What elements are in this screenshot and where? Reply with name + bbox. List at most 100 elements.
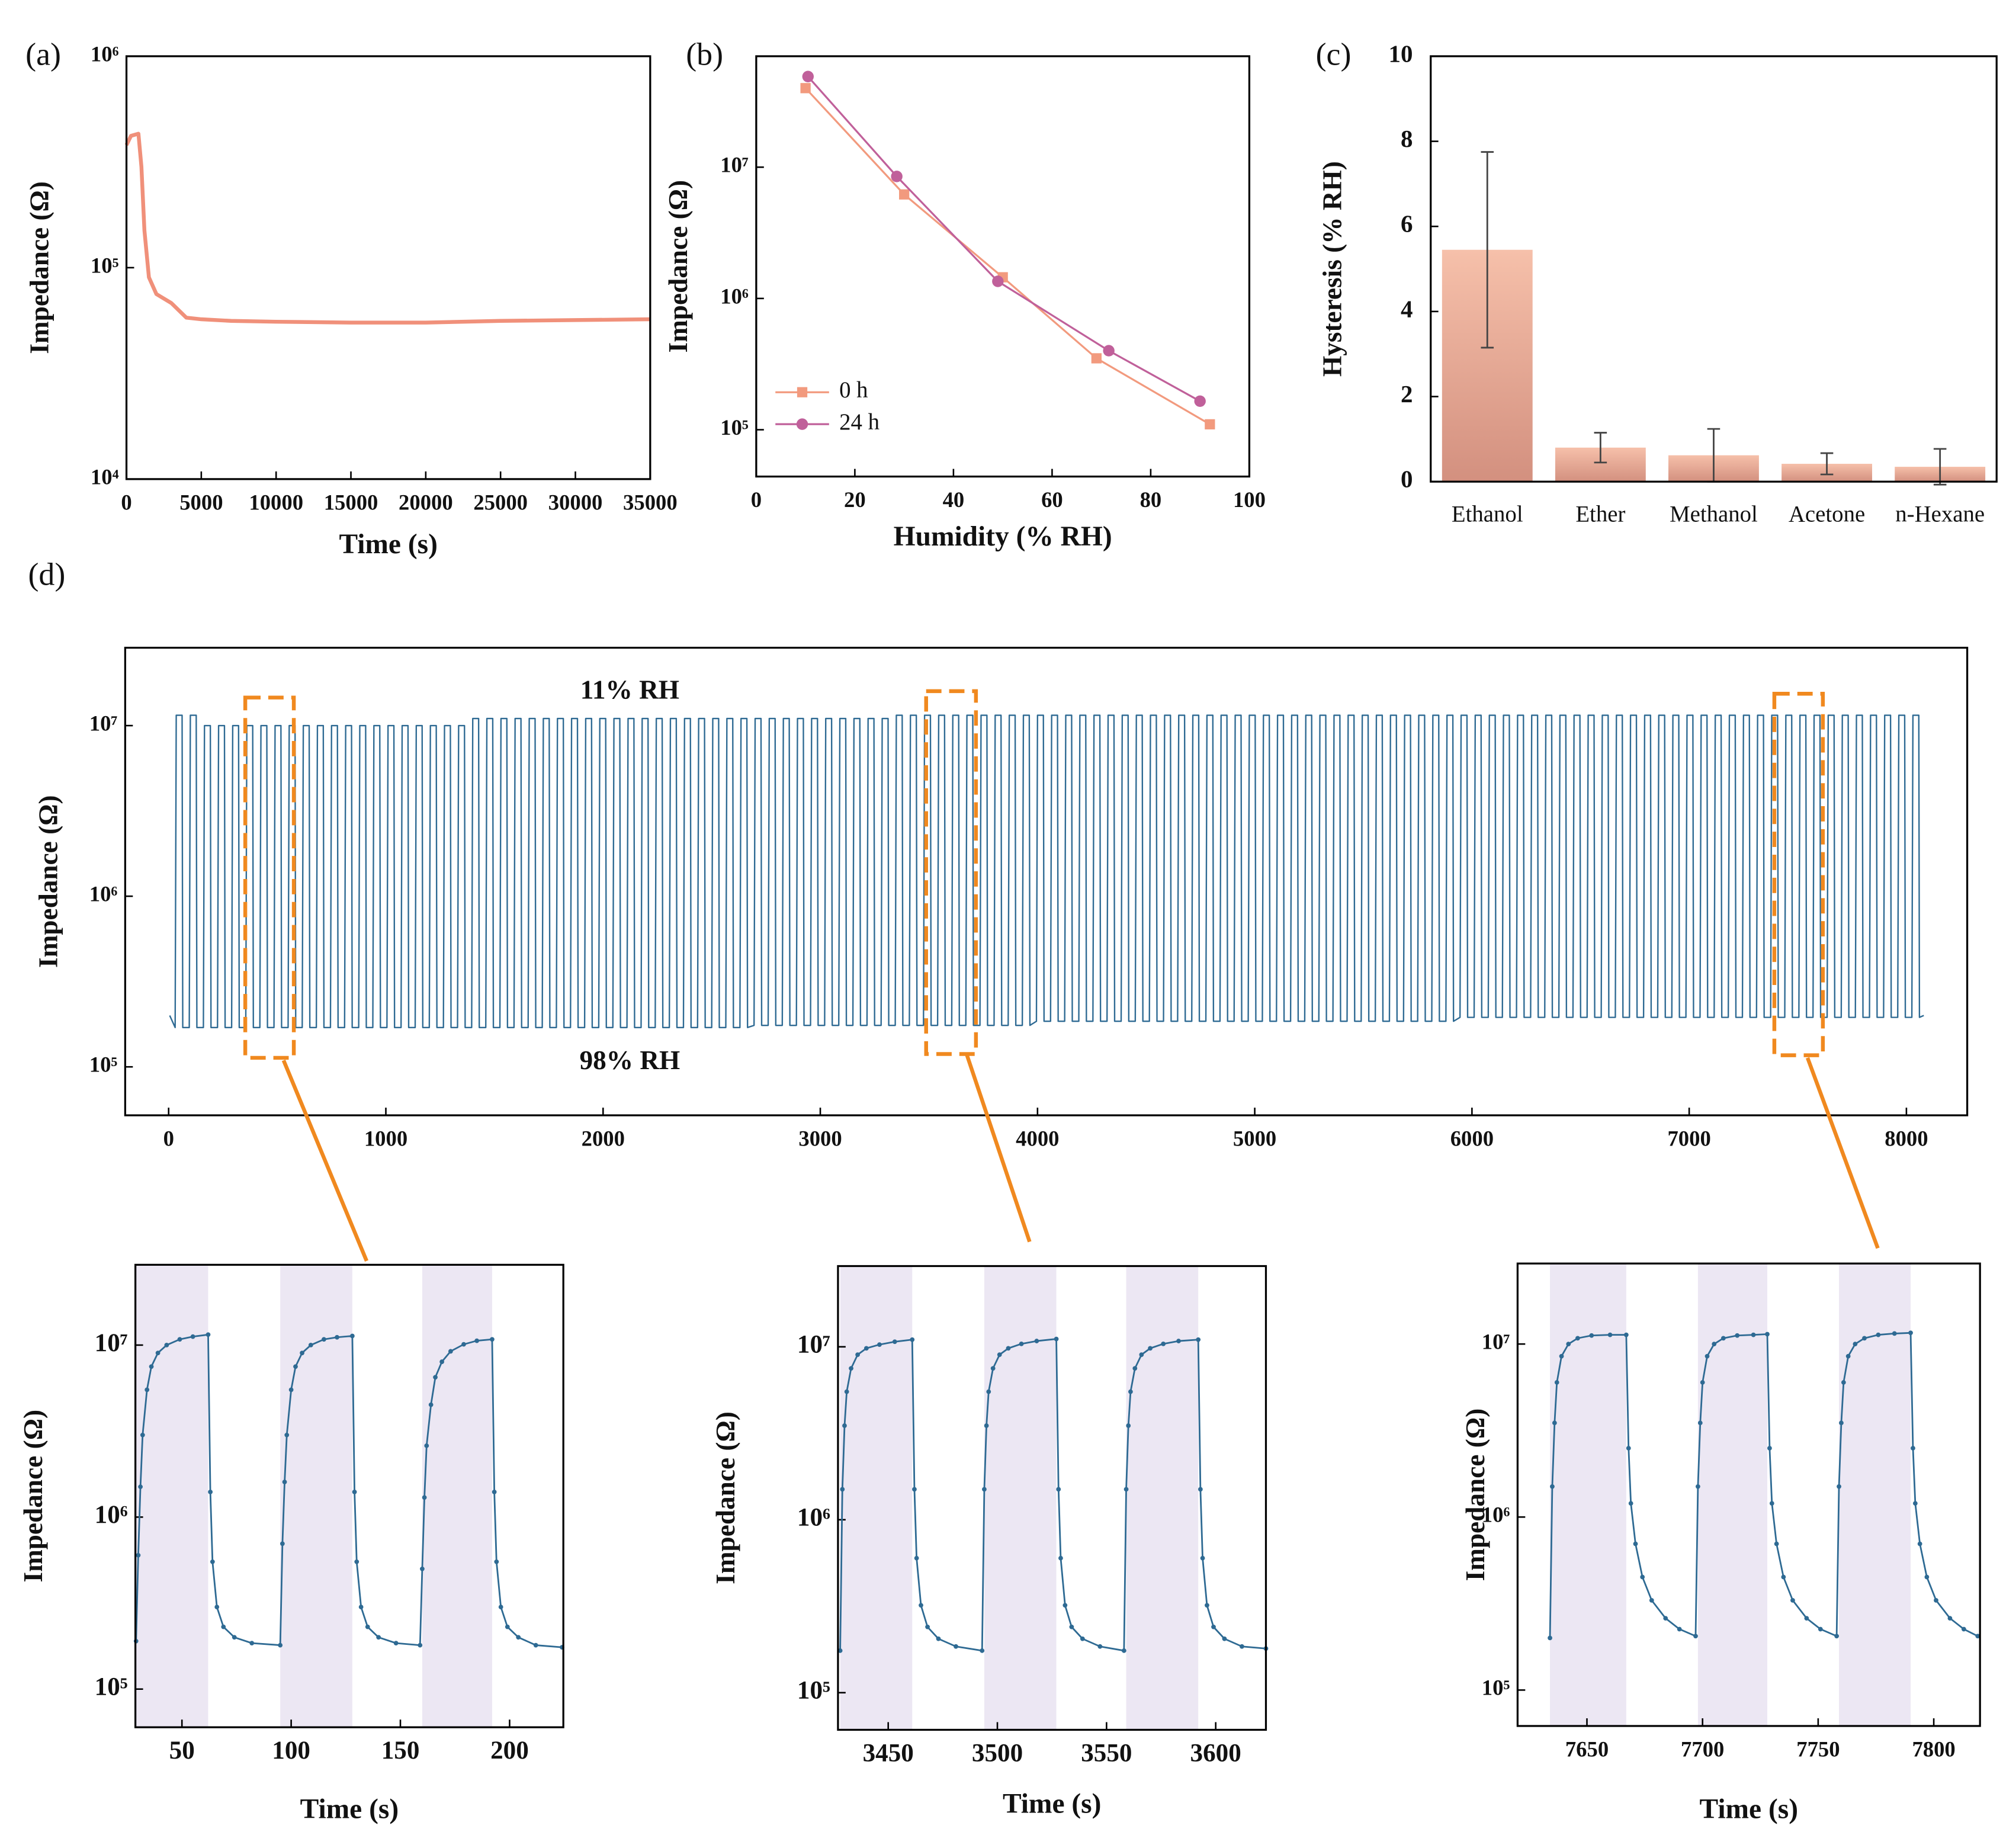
data-point — [1205, 1603, 1209, 1608]
x-tick-label: 50 — [169, 1737, 195, 1764]
data-point — [1818, 1626, 1823, 1632]
shaded-region — [422, 1265, 492, 1728]
data-point — [1705, 1353, 1710, 1359]
y-tick-label: 10⁶ — [720, 284, 749, 308]
data-point — [864, 1346, 869, 1351]
x-tick-label: 0 — [163, 1127, 174, 1151]
y-tick-label: 0 — [1401, 466, 1413, 493]
data-point — [1063, 1603, 1068, 1608]
shaded-region — [136, 1265, 208, 1728]
y-axis-label: Impedance (Ω) — [711, 1411, 740, 1584]
data-point — [844, 1389, 849, 1394]
data-point — [1853, 1342, 1858, 1347]
data-point — [149, 1364, 154, 1369]
data-point — [424, 1443, 429, 1448]
data-line — [124, 131, 650, 325]
y-tick-label: 10⁶ — [797, 1504, 830, 1532]
data-point — [1128, 1389, 1133, 1394]
x-tick-label: 7750 — [1796, 1737, 1840, 1762]
y-tick-label: 2 — [1401, 380, 1413, 408]
data-point — [1132, 1366, 1138, 1371]
data-point — [136, 1552, 141, 1558]
data-point — [984, 1423, 989, 1428]
legend-marker — [796, 418, 808, 430]
data-point — [1103, 345, 1115, 357]
y-tick-label: 10⁷ — [1482, 1330, 1510, 1354]
x-tick-label: 40 — [943, 487, 965, 512]
data-point — [1924, 1574, 1930, 1580]
data-point — [1626, 1446, 1631, 1451]
y-axis-label: Hysteresis (% RH) — [1317, 161, 1347, 377]
data-point — [428, 1402, 434, 1407]
y-tick-label: 10⁵ — [95, 1673, 128, 1701]
data-point — [1559, 1353, 1564, 1359]
data-point — [1765, 1332, 1770, 1337]
data-point — [1876, 1332, 1881, 1337]
panel-label: (b) — [686, 36, 723, 72]
y-tick-label: 10⁵ — [1482, 1676, 1510, 1700]
data-point — [420, 1566, 425, 1571]
y-tick-label: 10⁴ — [91, 464, 119, 489]
data-point — [505, 1624, 510, 1629]
data-point — [840, 1487, 845, 1492]
y-axis-label: Impedance (Ω) — [25, 181, 54, 354]
data-point — [990, 1366, 996, 1371]
x-tick-label: 3500 — [972, 1739, 1023, 1767]
x-tick-label: 4000 — [1016, 1127, 1059, 1151]
data-point — [177, 1337, 182, 1342]
data-point — [533, 1642, 538, 1648]
data-point — [1693, 1634, 1698, 1639]
data-point — [910, 1337, 915, 1342]
data-point — [1767, 1446, 1772, 1451]
y-tick-label: 10⁵ — [91, 253, 119, 277]
x-tick-label: 200 — [490, 1737, 529, 1764]
data-point — [1640, 1574, 1645, 1580]
x-tick-label: 3600 — [1190, 1739, 1241, 1767]
data-point — [433, 1375, 438, 1380]
data-point — [1912, 1501, 1918, 1506]
y-tick-label: 10⁶ — [1482, 1503, 1510, 1527]
data-point — [221, 1624, 226, 1629]
data-point — [1696, 1484, 1700, 1489]
data-point — [837, 1648, 843, 1653]
data-point — [278, 1642, 283, 1648]
data-point — [138, 1484, 143, 1490]
plot-frame — [134, 1263, 564, 1728]
data-point — [1790, 1598, 1795, 1603]
data-point — [155, 1350, 161, 1356]
y-tick-label: 10⁶ — [95, 1501, 128, 1529]
x-tick-label: 100 — [1233, 487, 1266, 512]
data-point — [997, 1352, 1002, 1358]
data-point — [1198, 1487, 1203, 1492]
data-point — [293, 1364, 298, 1369]
y-tick-label: 4 — [1401, 295, 1413, 322]
data-point — [308, 1343, 313, 1348]
data-point — [1934, 1598, 1938, 1603]
data-line — [169, 714, 1924, 1028]
data-point — [1712, 1342, 1717, 1347]
data-point — [498, 1605, 503, 1610]
data-point — [1554, 1380, 1559, 1385]
panel-label: (a) — [25, 36, 61, 72]
data-point — [1575, 1336, 1580, 1341]
panel-label: (c) — [1316, 36, 1352, 72]
shaded-region — [984, 1266, 1057, 1730]
data-point — [1566, 1342, 1571, 1347]
data-point — [358, 1605, 364, 1610]
data-point — [912, 1487, 917, 1492]
x-tick-label: 60 — [1041, 487, 1063, 512]
data-point — [490, 1337, 495, 1342]
data-point — [1058, 1555, 1063, 1561]
data-point — [1121, 1648, 1126, 1653]
x-tick-label: 6000 — [1450, 1127, 1494, 1151]
data-point — [899, 189, 910, 200]
data-point — [877, 1342, 882, 1347]
data-point — [1552, 1420, 1557, 1426]
data-point — [1161, 1341, 1166, 1346]
data-point — [855, 1352, 860, 1358]
data-point — [1069, 1624, 1074, 1629]
data-point — [494, 1559, 499, 1564]
data-point — [936, 1636, 941, 1641]
x-tick-label: Ethanol — [1452, 501, 1523, 527]
